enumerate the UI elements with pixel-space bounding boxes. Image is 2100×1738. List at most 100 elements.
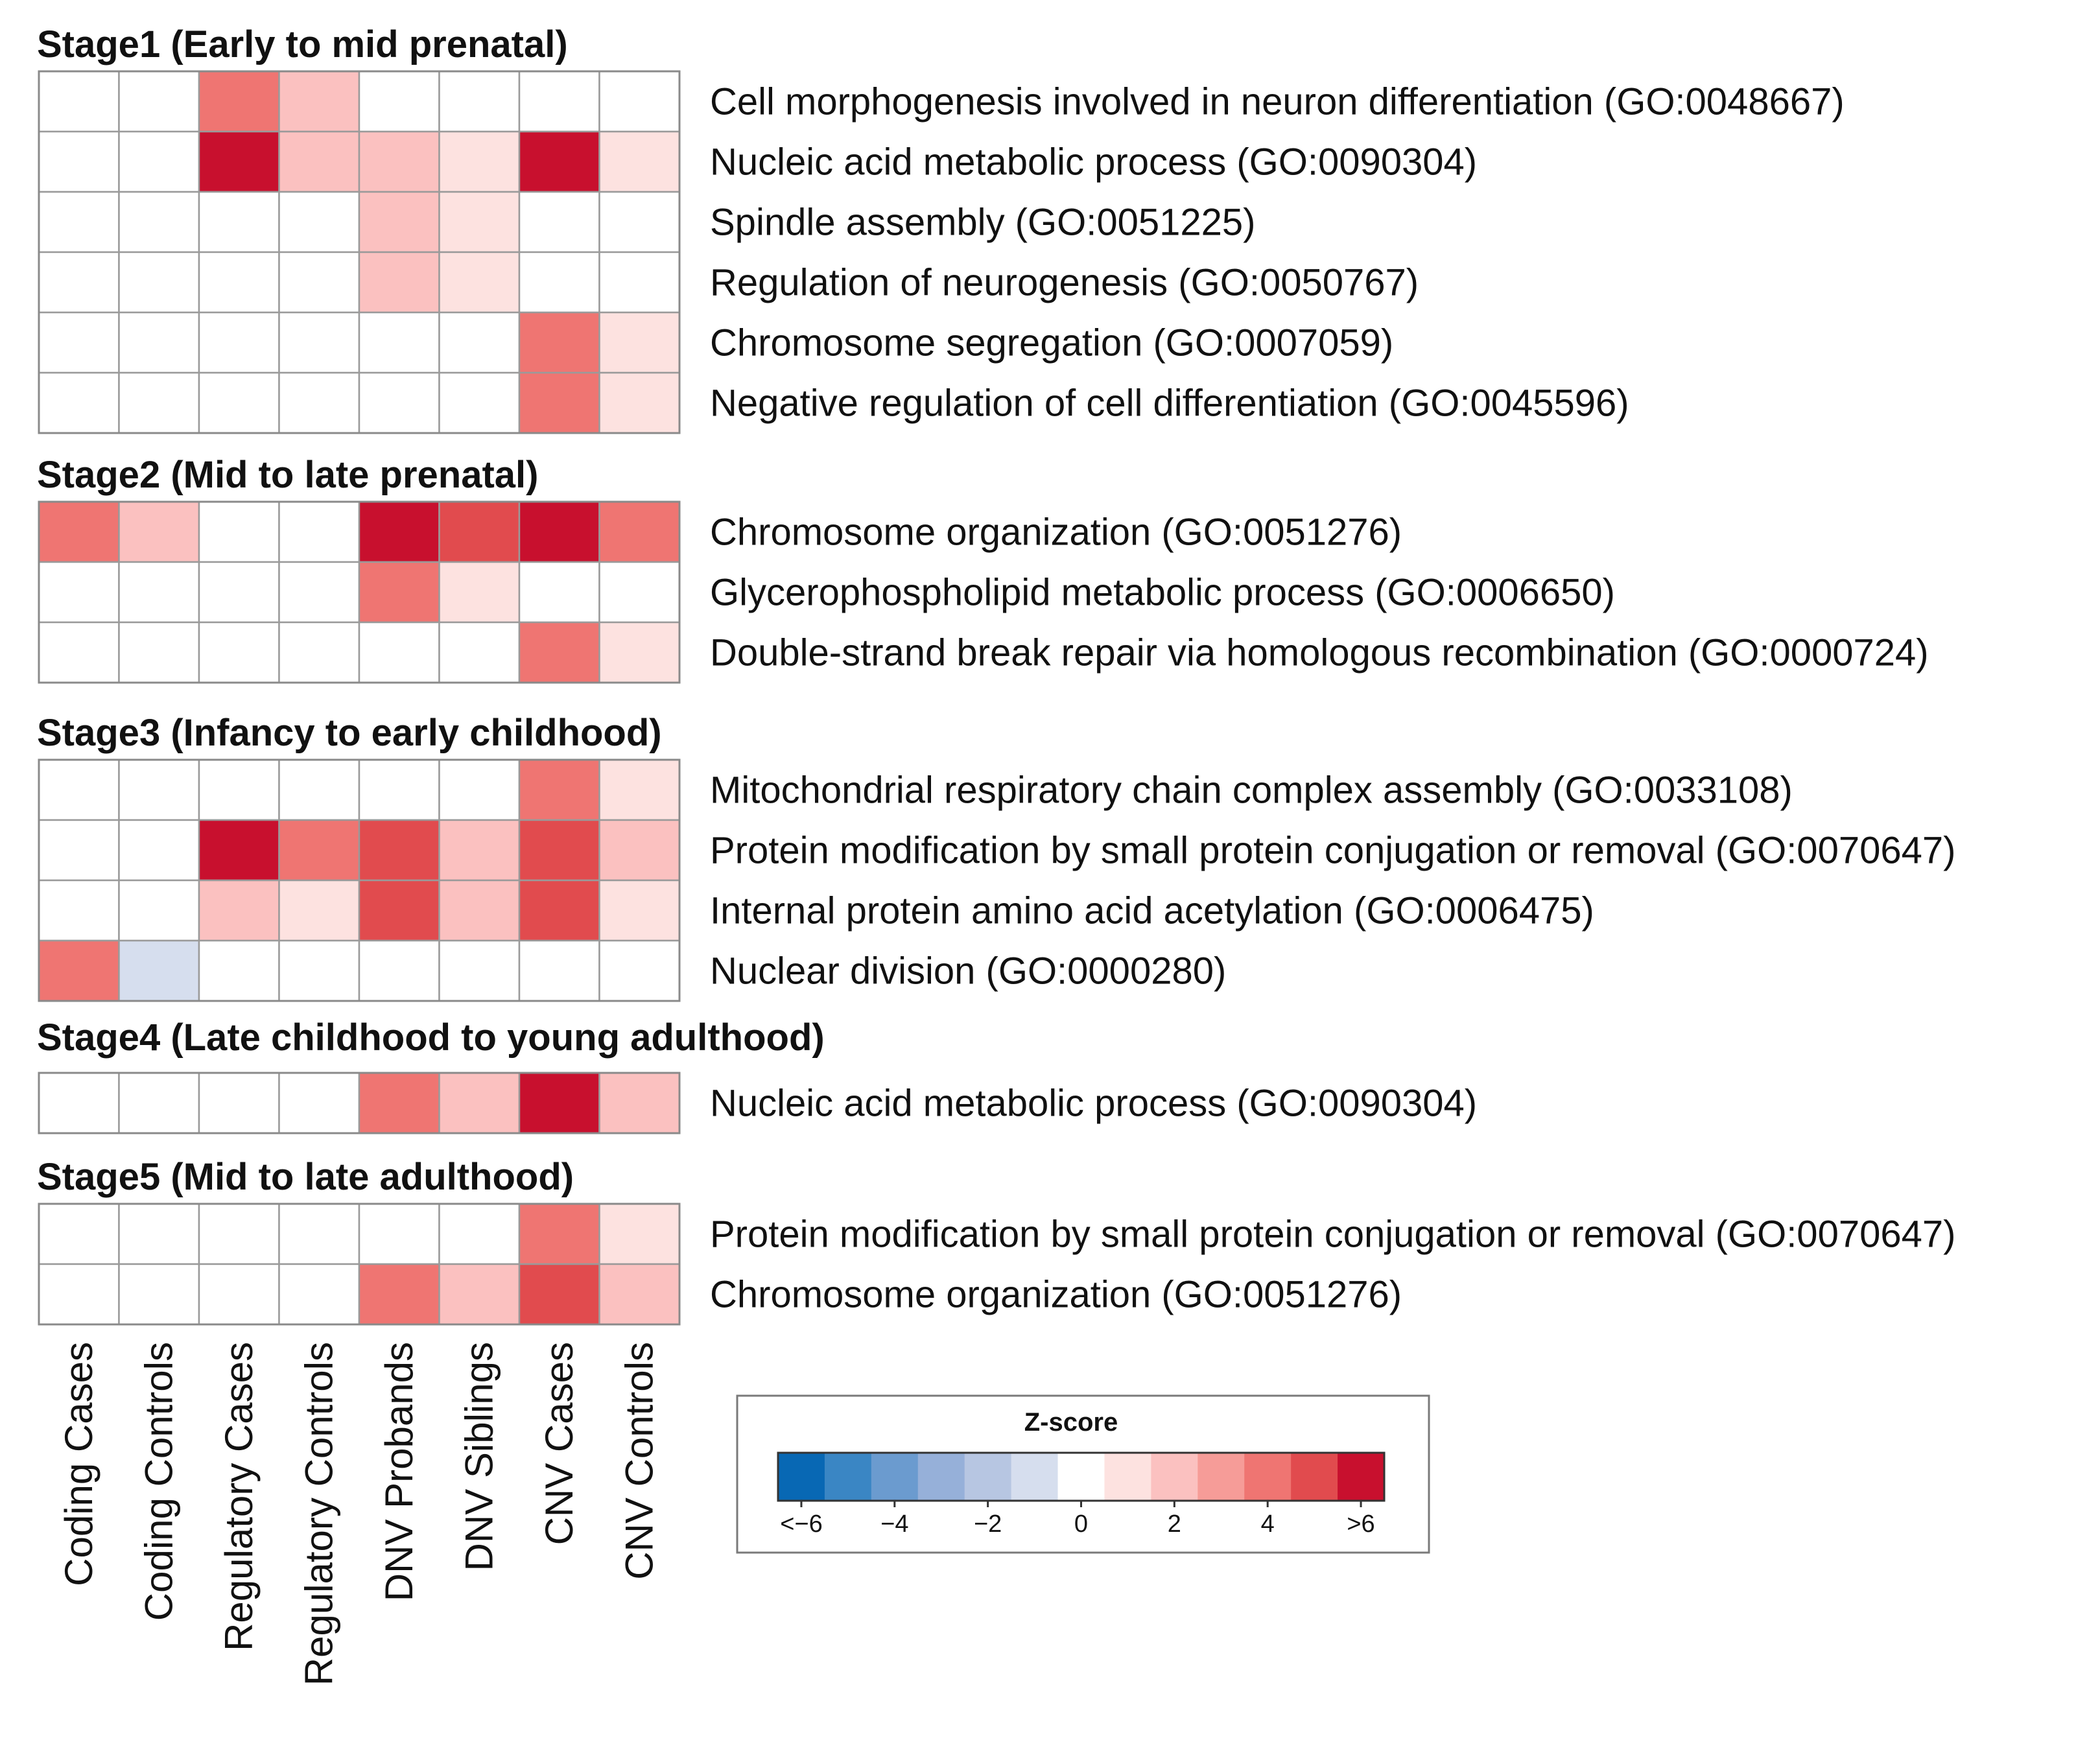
heatmap-cell-cnv-cases [518,500,600,563]
heatmap-cell-coding-controls [118,371,200,434]
legend-swatch [871,1453,919,1501]
stage-grid-border [38,758,681,1002]
heatmap-cell-cnv-controls [598,1263,681,1326]
heatmap-cell-coding-cases [38,130,120,193]
heatmap-cell-regulatory-cases [198,1263,280,1326]
heatmap-cell-regulatory-cases [198,191,280,253]
legend-tick-label: >6 [1347,1510,1374,1538]
stage-grid-border [38,70,681,434]
stage-title: Stage2 (Mid to late prenatal) [37,454,538,496]
heatmap-cell-coding-controls [118,561,200,624]
stage-title: Stage3 (Infancy to early childhood) [37,712,662,754]
heatmap-cell-coding-controls [118,621,200,684]
heatmap-cell-cnv-controls [598,819,681,882]
stage-4: Stage4 (Late childhood to young adulthoo… [37,1016,1477,1134]
heatmap-cell-dnv-probands [358,819,440,882]
column-label-dnv-siblings: DNV Siblings [457,1342,501,1571]
heatmap-cell-coding-cases [38,1203,120,1265]
legend-swatch [1338,1453,1385,1501]
heatmap-cell-regulatory-controls [278,500,360,563]
heatmap-cell-regulatory-controls [278,939,360,1002]
heatmap-cell-dnv-probands [358,939,440,1002]
legend-tick-label: −4 [880,1510,908,1538]
heatmap-cell-coding-controls [118,758,200,821]
heatmap-cell-cnv-cases [518,758,600,821]
heatmap-cell-cnv-controls [598,1203,681,1265]
column-label-coding-controls: Coding Controls [137,1342,180,1621]
heatmap-cell-coding-cases [38,311,120,374]
heatmap-cell-regulatory-controls [278,879,360,942]
heatmap-cell-dnv-probands [358,1263,440,1326]
stage-3: Stage3 (Infancy to early childhood) Mitoc… [37,712,1955,1002]
heatmap-cell-regulatory-cases [198,251,280,314]
legend-swatch [824,1453,872,1501]
heatmap-cell-cnv-cases [518,1072,600,1134]
legend-swatch [1244,1453,1292,1501]
heatmap-row: Spindle assembly (GO:0051225) [38,191,1255,253]
heatmap-cell-coding-cases [38,191,120,253]
legend-swatches [777,1451,1386,1502]
heatmap-cell-coding-controls [118,191,200,253]
heatmap-cell-dnv-probands [358,621,440,684]
column-label-dnv-probands: DNV Probands [377,1342,421,1601]
stage-title: Stage5 (Mid to late adulthood) [37,1156,574,1198]
heatmap-cell-dnv-siblings [438,371,521,434]
heatmap-cell-cnv-cases [518,371,600,434]
heatmap-cell-cnv-controls [598,500,681,563]
heatmap-cell-dnv-siblings [438,939,521,1002]
heatmap-cell-dnv-siblings [438,191,521,253]
heatmap-row: Protein modification by small protein co… [38,1203,1955,1265]
heatmap-cell-cnv-controls [598,311,681,374]
stage-1: Stage1 (Early to mid prenatal) Cell morph… [37,23,1845,434]
go-term-label: Cell morphogenesis involved in neuron di… [710,81,1845,123]
heatmap-cell-cnv-cases [518,561,600,624]
heatmap-cell-coding-cases [38,561,120,624]
heatmap-cell-cnv-controls [598,70,681,133]
heatmap-cell-coding-controls [118,500,200,563]
heatmap-cell-cnv-cases [518,251,600,314]
heatmap-cell-dnv-probands [358,311,440,374]
column-label-regulatory-cases: Regulatory Cases [217,1342,261,1651]
legend-swatch [1057,1453,1105,1501]
legend-title: Z-score [1024,1408,1118,1437]
heatmap-cell-coding-controls [118,311,200,374]
legend-swatch [1151,1453,1198,1501]
heatmap-cell-regulatory-cases [198,758,280,821]
heatmap-cell-cnv-cases [518,70,600,133]
legend-tick-label: 4 [1261,1510,1275,1538]
heatmap-row: Nuclear division (GO:0000280) [38,939,1226,1002]
go-term-label: Chromosome segregation (GO:0007059) [710,322,1393,364]
heatmap-cell-cnv-cases [518,1263,600,1326]
heatmap-cell-cnv-controls [598,939,681,1002]
heatmap-row: Nucleic acid metabolic process (GO:00903… [38,130,1477,193]
column-labels: Coding Cases Coding Controls Regulatory Ca… [57,1342,661,1685]
legend-swatch [964,1453,1012,1501]
heatmap-cell-dnv-probands [358,758,440,821]
heatmap-row: Double-strand break repair via homologou… [38,621,1929,684]
heatmap-cell-dnv-probands [358,1072,440,1134]
heatmap-cell-regulatory-cases [198,1072,280,1134]
heatmap-cell-regulatory-cases [198,130,280,193]
heatmap-cell-cnv-controls [598,251,681,314]
heatmap-cell-cnv-cases [518,130,600,193]
heatmap-cell-cnv-controls [598,758,681,821]
go-term-label: Nucleic acid metabolic process (GO:00903… [710,141,1477,183]
heatmap-row: Chromosome organization (GO:0051276) [38,500,1402,563]
heatmap-cell-coding-cases [38,939,120,1002]
heatmap-cell-regulatory-cases [198,371,280,434]
heatmap-cell-dnv-siblings [438,819,521,882]
heatmap-cell-coding-controls [118,1263,200,1326]
heatmap-cell-dnv-probands [358,1203,440,1265]
heatmap-cell-cnv-controls [598,561,681,624]
heatmap-cell-dnv-probands [358,191,440,253]
go-term-label: Nucleic acid metabolic process (GO:00903… [710,1083,1477,1125]
heatmap-row: Glycerophospholipid metabolic process (G… [38,561,1615,624]
heatmap-cell-regulatory-controls [278,251,360,314]
legend-swatch [917,1453,965,1501]
heatmap-row: Chromosome segregation (GO:0007059) [38,311,1393,374]
heatmap-cell-dnv-siblings [438,1072,521,1134]
legend-tick-label: 0 [1074,1510,1088,1538]
heatmap-cell-coding-cases [38,621,120,684]
heatmap-cell-regulatory-controls [278,191,360,253]
heatmap-cell-dnv-siblings [438,561,521,624]
